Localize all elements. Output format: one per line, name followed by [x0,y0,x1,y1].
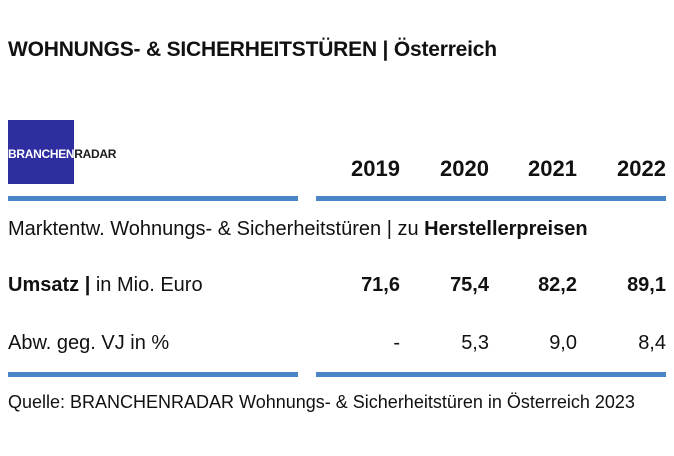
value-2022: 89,1 [627,274,666,296]
value-2020: 75,4 [450,274,489,296]
branchenradar-logo: BRANCHENRADAR [8,120,116,184]
subtitle-bold: Herstellerpreisen [424,218,588,240]
header-rule-left [8,196,298,201]
value-2020: 5,3 [461,332,489,354]
row-label-umsatz: Umsatz | in Mio. Euro [8,274,203,297]
page-title: WOHNUNGS- & SICHERHEITSTÜREN | Österreic… [8,38,497,62]
subtitle-prefix: Marktentw. Wohnungs- & Sicherheitstüren … [8,218,425,240]
title-region: | Österreich [376,38,498,61]
header-rule-right [316,196,666,201]
logo-main: BRANCHEN [8,147,75,161]
year-2019: 2019 [351,156,400,181]
footer-rule-left [8,372,298,377]
value-2019: - [393,332,400,354]
source-note: Quelle: BRANCHENRADAR Wohnungs- & Sicher… [8,392,635,412]
table-subtitle: Marktentw. Wohnungs- & Sicherheitstüren … [8,218,588,241]
value-2019: 71,6 [361,274,400,296]
logo-wordmark: BRANCHENRADAR [8,147,116,161]
value-2021: 9,0 [549,332,577,354]
value-2021: 82,2 [538,274,577,296]
row-label-rest: in Mio. Euro [90,274,203,296]
year-2020: 2020 [440,156,489,181]
value-2022: 8,4 [638,332,666,354]
row-label-bold: Umsatz | [8,274,91,296]
title-main: WOHNUNGS- & SICHERHEITSTÜREN [8,38,377,61]
row-label-abweichung: Abw. geg. VJ in % [8,332,170,354]
footer-rule-right [316,372,666,377]
year-2021: 2021 [528,156,577,181]
logo-tail: RADAR [74,147,117,161]
year-2022: 2022 [617,156,666,181]
